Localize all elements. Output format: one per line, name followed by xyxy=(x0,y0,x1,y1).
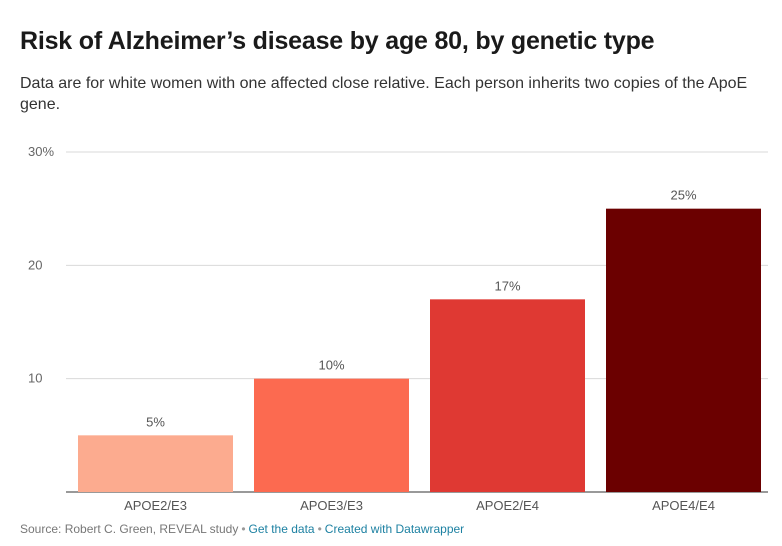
chart-footer: Source: Robert C. Green, REVEAL study • Ge… xyxy=(20,522,464,536)
bar-value-label: 17% xyxy=(494,278,520,293)
footer-separator: • xyxy=(241,522,246,536)
chart-title: Risk of Alzheimer’s disease by age 80, b… xyxy=(20,27,655,55)
bar-apoe4-e4 xyxy=(606,208,761,492)
x-tick-label: APOE4/E4 xyxy=(652,498,715,513)
bar-apoe2-e4 xyxy=(430,299,585,492)
x-tick-label: APOE3/E3 xyxy=(300,498,363,513)
get-data-link[interactable]: Get the data xyxy=(248,522,315,536)
y-tick-label: 20 xyxy=(28,257,42,272)
y-tick-label: 10 xyxy=(28,371,42,386)
x-tick-label: APOE2/E3 xyxy=(124,498,187,513)
bar-apoe3-e3 xyxy=(254,378,409,492)
source-text: Source: Robert C. Green, REVEAL study xyxy=(20,522,239,536)
datawrapper-credit-link[interactable]: Created with Datawrapper xyxy=(324,522,465,536)
bars xyxy=(78,208,761,492)
bar-apoe2-e3 xyxy=(78,435,233,492)
chart-subtitle: Data are for white women with one affect… xyxy=(20,75,748,113)
bar-value-label: 10% xyxy=(318,358,344,373)
footer-separator: • xyxy=(317,522,322,536)
x-tick-label: APOE2/E4 xyxy=(476,498,539,513)
labels: 10 20 30% 5% APOE2/E3 10% APOE3/E3 17% APOE2/E4 2… xyxy=(28,144,715,513)
y-tick-label: 30% xyxy=(28,144,54,159)
bar-value-label: 5% xyxy=(146,414,165,429)
bar-value-label: 25% xyxy=(670,188,696,203)
